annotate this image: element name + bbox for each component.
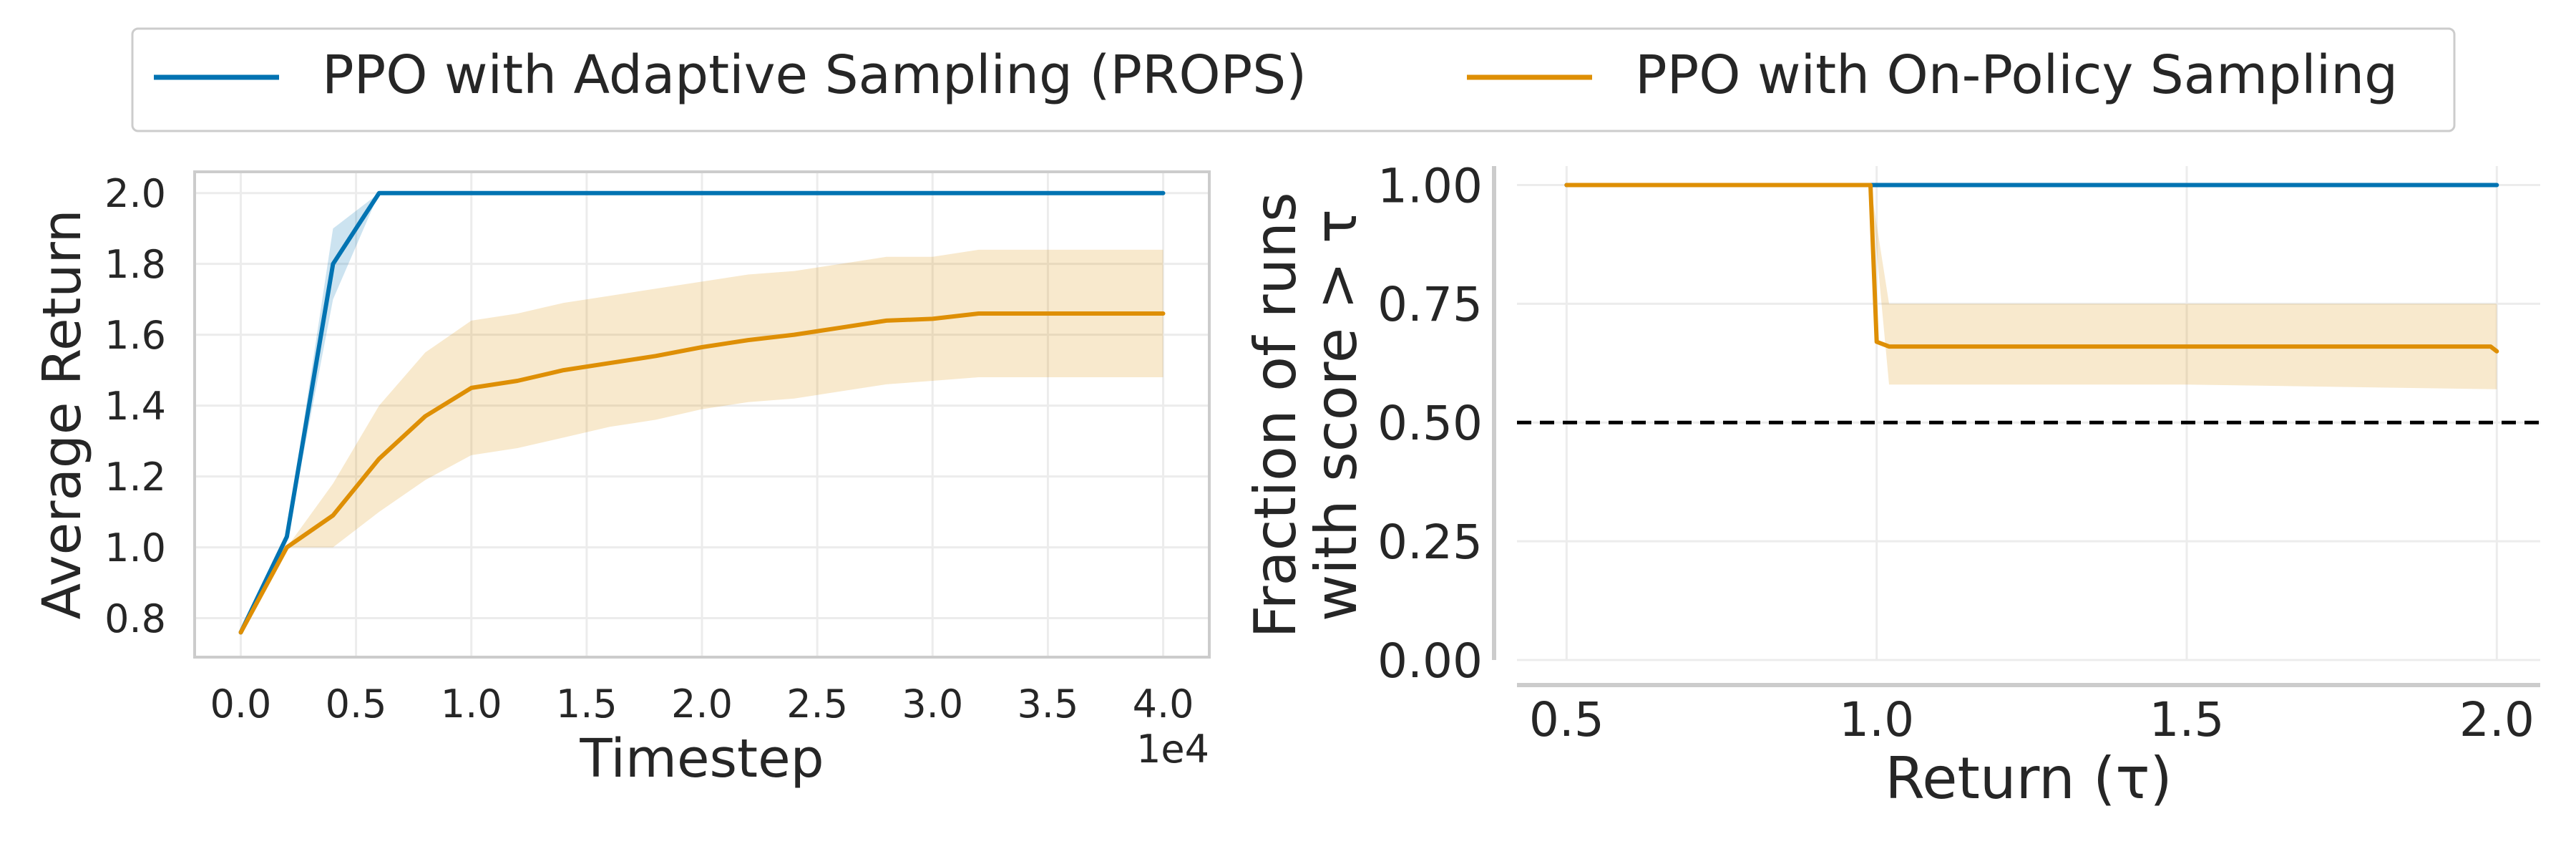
left-grid <box>195 172 1209 657</box>
r-x-tick-label: 1.0 <box>1839 692 1914 747</box>
l-x-tick-label: 3.5 <box>1017 681 1078 727</box>
r-y-tick-label: 0.25 <box>1377 515 1483 570</box>
r-x-tick-label: 2.0 <box>2459 692 2534 747</box>
legend-frame <box>131 27 2456 132</box>
left-x-tick-labels: 0.0 0.5 1.0 1.5 2.0 2.5 3.0 3.5 4.0 <box>210 681 1194 727</box>
line-ppo-with-on-policy-sampling <box>238 311 1166 635</box>
right-y-axis-label-line1: Fraction of runs <box>1242 192 1309 638</box>
l-y-tick-label: 1.2 <box>104 455 166 500</box>
band-ppo-with-on-policy-sampling <box>240 249 1163 633</box>
band-ppo-with-adaptive-sampling-props <box>240 193 1163 633</box>
left-y-tick-labels: 0.8 1.0 1.2 1.4 1.6 1.8 2.0 <box>104 171 166 641</box>
l-x-tick-label: 0.0 <box>210 681 272 727</box>
right-y-tick-labels: 0.00 0.25 0.50 0.75 1.00 <box>1377 158 1483 688</box>
left-bands <box>240 193 1163 633</box>
chart-average-return: 0.0 0.5 1.0 1.5 2.0 2.5 3.0 3.5 4.0 0.8 1.0 1.2 1.4… <box>31 170 1211 790</box>
right-x-axis-label: Return (τ) <box>1885 745 2172 812</box>
legend-label-props: PPO with Adaptive Sampling (PROPS) <box>322 44 1307 106</box>
l-x-tick-label: 4.0 <box>1133 681 1194 727</box>
right-grid <box>1517 166 2540 661</box>
r-y-tick-label: 0.75 <box>1377 277 1483 332</box>
l-x-tick-label: 2.0 <box>671 681 733 727</box>
right-y-axis-label-line2: with score > τ <box>1303 209 1370 621</box>
l-y-tick-label: 2.0 <box>104 171 166 216</box>
chart-fraction-of-runs: 0.5 1.0 1.5 2.0 0.00 0.25 0.50 0.75 1.00 Return… <box>1242 158 2540 812</box>
r-x-tick-label: 0.5 <box>1529 692 1604 747</box>
l-y-tick-label: 1.4 <box>104 384 166 429</box>
l-y-tick-label: 1.0 <box>104 525 166 571</box>
left-lines <box>238 190 1166 635</box>
left-plot-frame <box>193 170 1211 659</box>
line-ppo-with-adaptive-sampling-props <box>238 190 1166 635</box>
r-y-tick-label: 0.00 <box>1377 634 1483 689</box>
r-y-tick-label: 0.50 <box>1377 396 1483 451</box>
l-x-tick-label: 1.5 <box>556 681 618 727</box>
l-y-tick-label: 0.8 <box>104 596 166 641</box>
l-x-tick-label: 3.0 <box>902 681 963 727</box>
line-ppo-with-on-policy-sampling <box>1564 183 2499 354</box>
right-x-tick-labels: 0.5 1.0 1.5 2.0 <box>1529 692 2534 747</box>
left-x-multiplier: 1e4 <box>1136 727 1209 772</box>
right-lines <box>1564 183 2499 354</box>
right-bands <box>1870 185 2497 389</box>
legend-label-onpolicy: PPO with On-Policy Sampling <box>1635 44 2398 106</box>
l-x-tick-label: 0.5 <box>326 681 387 727</box>
l-y-tick-label: 1.6 <box>104 313 166 358</box>
l-x-tick-label: 1.0 <box>441 681 502 727</box>
l-x-tick-label: 2.5 <box>786 681 848 727</box>
band-ppo-with-on-policy-sampling <box>1870 185 2497 389</box>
legend: PPO with Adaptive Sampling (PROPS) PPO w… <box>131 27 2456 132</box>
left-y-axis-label: Average Return <box>31 210 93 620</box>
r-x-tick-label: 1.5 <box>2150 692 2225 747</box>
l-y-tick-label: 1.8 <box>104 242 166 287</box>
left-x-axis-label: Timestep <box>579 728 824 790</box>
r-y-tick-label: 1.00 <box>1377 158 1483 213</box>
